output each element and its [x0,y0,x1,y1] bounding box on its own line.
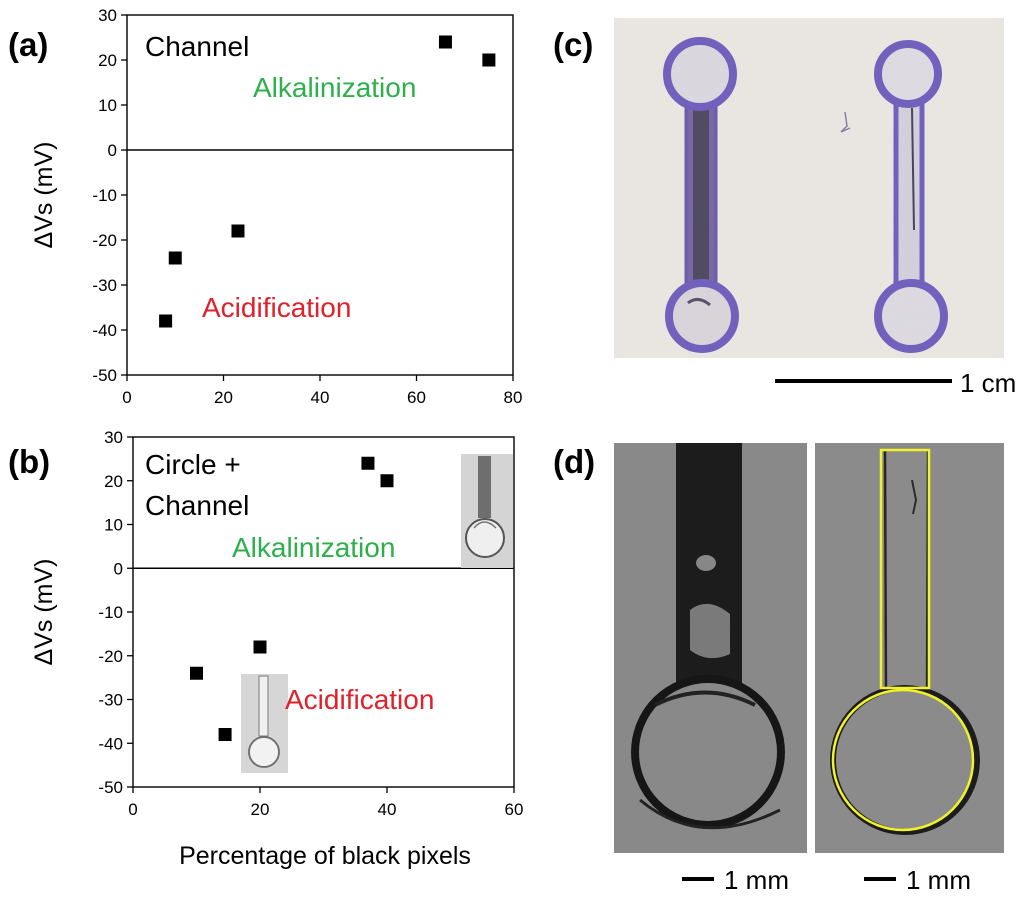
chart-b-alkalinization-label: Alkalinization [232,532,395,563]
x-tick-label: 20 [251,800,270,819]
chart-b-acidification-label: Acidification [285,684,434,715]
micrograph-right [815,443,1004,853]
scatter-point [168,251,182,265]
y-tick-label: -40 [92,321,117,340]
chart-b-label-line2: Channel [145,490,249,521]
chart-b-points [190,456,394,741]
y-tick-label: 20 [98,51,117,70]
y-tick-label: -10 [98,603,123,622]
chart-b-y-ticks: 30 20 10 0 -10 -20 -30 -40 -50 [98,428,133,797]
y-tick-label: -50 [98,778,123,797]
scatter-point [159,314,173,328]
y-tick-label: -20 [98,647,123,666]
y-tick-label: -30 [92,276,117,295]
x-tick-label: 0 [128,800,137,819]
scale-label-d-right: 1 mm [906,865,971,895]
y-tick-label: 30 [104,428,123,447]
chart-a-acidification-label: Acidification [202,292,351,323]
y-tick-label: 20 [104,472,123,491]
scatter-point [482,53,496,67]
chart-b-label-line1: Circle + [145,449,241,480]
outline-circle [831,688,975,832]
y-tick-label: 10 [98,96,117,115]
x-tick-label: 40 [378,800,397,819]
micrographs-d: (d) 1 mm [553,443,1004,895]
chart-a-y-ticks: 30 20 10 0 -10 -20 -30 -40 -50 [92,6,127,385]
scatter-point [438,35,452,49]
dumbbell-left [663,37,739,353]
scatter-point [218,728,232,741]
scatter-point [380,474,394,488]
chart-b: (b) 30 20 10 0 -10 -20 -30 -40 -50 0 20 40 60 ΔVs (… [8,428,523,870]
scale-label-c: 1 cm [960,368,1016,398]
photo-c: (c) 1 cm [553,18,1016,398]
panel-label-a: (a) [8,26,48,63]
chart-a-channel-label: Channel [145,31,249,62]
inset-thumbnail-circle-channel [461,454,513,568]
scatter-point [361,456,375,470]
scale-label-d-left: 1 mm [724,865,789,895]
x-tick-label: 80 [504,388,523,407]
panel-label-d: (d) [553,443,595,480]
panel-label-b: (b) [8,443,50,480]
micrograph-left [614,443,807,853]
y-tick-label: -10 [92,186,117,205]
photo-c-ink-shapes [663,37,948,353]
outline-channel-rect [879,448,931,690]
y-tick-label: 0 [108,141,117,160]
y-tick-label: -30 [98,691,123,710]
x-tick-label: 0 [122,388,131,407]
dumbbell-right [874,40,948,353]
inset-thumbnail-channel-outline [241,674,288,773]
x-tick-label: 20 [214,388,233,407]
panel-label-c: (c) [553,26,593,63]
chart-b-ylabel: ΔVs (mV) [30,559,58,666]
y-tick-label: -20 [92,231,117,250]
chart-a-points [159,35,496,328]
x-tick-label: 60 [505,800,524,819]
chart-b-xlabel: Percentage of black pixels [179,842,471,870]
scatter-point [190,666,203,680]
y-tick-label: 0 [114,559,123,578]
y-tick-label: 30 [98,6,117,25]
scatter-point [231,224,245,238]
chart-a-x-ticks: 0 20 40 60 80 [122,375,522,407]
y-tick-label: -50 [92,366,117,385]
x-tick-label: 40 [311,388,330,407]
chart-b-x-ticks: 0 20 40 60 [128,787,523,819]
chart-a: (a) 30 20 10 0 -10 -20 -30 -40 -50 0 20 40 60 80 ΔVs… [8,6,522,407]
x-tick-label: 60 [407,388,426,407]
chart-a-alkalinization-label: Alkalinization [253,72,416,103]
y-tick-label: 10 [104,516,123,535]
chart-a-ylabel: ΔVs (mV) [30,142,58,249]
scatter-point [253,640,267,654]
y-tick-label: -40 [98,734,123,753]
